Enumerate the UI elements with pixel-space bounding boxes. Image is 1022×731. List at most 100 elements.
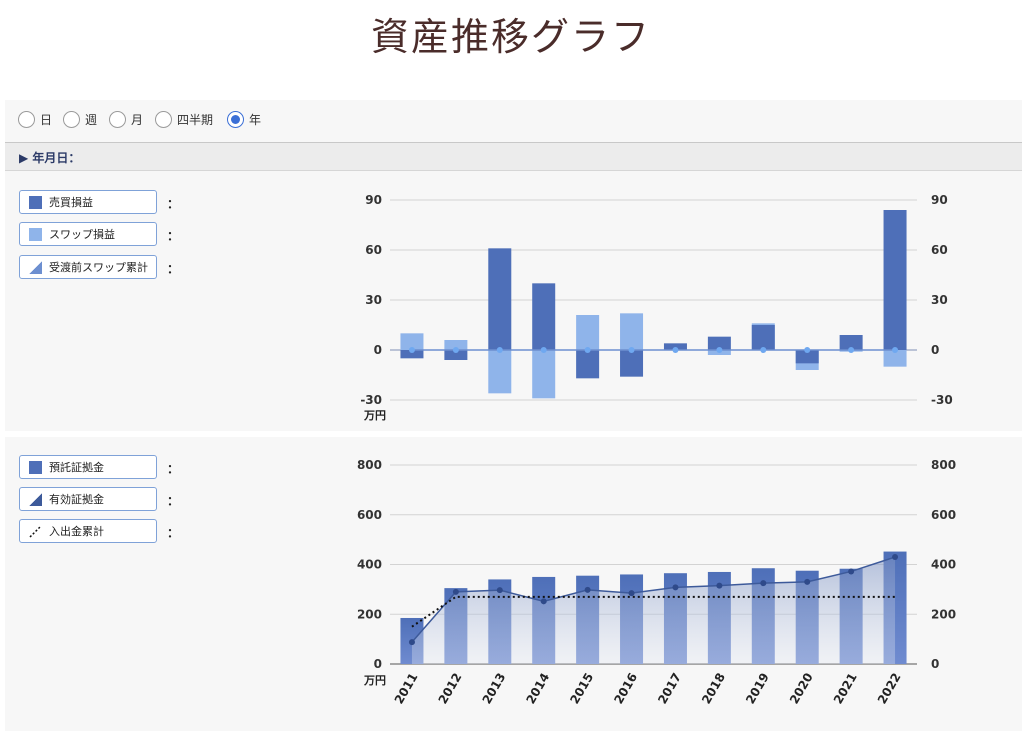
swap-cumulative-point <box>408 347 415 353</box>
y-unit-label: 万円 <box>363 674 386 687</box>
y-tick-left: 400 <box>357 558 382 572</box>
effective-margin-point <box>452 588 459 595</box>
legend-trading-pl-swatch <box>29 195 42 209</box>
margin-chart: 800 800 600 600 400 400 200 200 0 0 万円 2011 2012 2013… <box>357 458 956 707</box>
radio-week[interactable]: 週 <box>63 111 97 128</box>
trading-pl-bar <box>663 343 687 350</box>
legend-deposit-margin-value: ： <box>167 462 180 476</box>
deposit-withdraw-line <box>411 595 896 628</box>
y-unit-label: 万円 <box>363 409 386 422</box>
x-tick-label: 2018 <box>699 671 728 707</box>
margin-chart-panel: 預託証拠金 ： 有効証拠金 ： 入出金累計 ： 800 800 600 600 400 4… <box>5 437 1022 731</box>
effective-margin-point <box>408 639 415 646</box>
page-title: 資産推移グラフ <box>370 15 651 59</box>
legend-swap-cumulative-label: 受渡前スワップ累計 <box>49 261 148 274</box>
y-tick-left: 60 <box>365 243 382 257</box>
legend-swap-pl-swatch <box>29 227 42 241</box>
legend-swap-cumulative[interactable]: 受渡前スワップ累計 <box>19 255 157 279</box>
swap-pl-bar <box>488 350 512 394</box>
legend-effective-margin[interactable]: 有効証拠金 <box>19 487 157 511</box>
radio-year-circle[interactable] <box>227 111 244 128</box>
x-tick-label: 2014 <box>523 671 552 707</box>
x-tick-label: 2020 <box>787 671 816 707</box>
radio-day[interactable]: 日 <box>18 111 52 128</box>
trading-pl-bar <box>707 336 731 350</box>
legend-deposit-withdraw[interactable]: 入出金累計 <box>19 519 157 543</box>
x-tick-label: 2021 <box>831 671 860 707</box>
legend-deposit-margin-swatch <box>29 460 42 474</box>
radio-quarter-label: 四半期 <box>177 113 214 127</box>
y-tick-right: 0 <box>931 657 939 671</box>
radio-month[interactable]: 月 <box>109 111 143 128</box>
y-tick-right: 200 <box>931 607 956 621</box>
legend-trading-pl-label: 売買損益 <box>49 196 93 209</box>
x-tick-label: 2022 <box>875 671 904 707</box>
y-tick-right: 30 <box>931 293 948 307</box>
radio-year-label: 年 <box>249 113 262 127</box>
date-label: ▶ 年月日： <box>19 151 81 165</box>
x-tick-label: 2012 <box>436 671 465 707</box>
swap-pl-bar <box>400 333 424 350</box>
effective-margin-point <box>672 584 679 591</box>
y-tick-left: 0 <box>374 343 382 357</box>
trading-pl-bar <box>839 335 863 350</box>
effective-margin-point <box>628 590 635 597</box>
swap-cumulative-point <box>892 347 899 353</box>
x-tick-label: 2013 <box>480 671 509 707</box>
swap-cumulative-point <box>496 347 503 353</box>
trading-pl-bar <box>488 248 512 350</box>
legend-deposit-withdraw-swatch <box>29 524 42 538</box>
legend-deposit-withdraw-label: 入出金累計 <box>49 525 104 538</box>
swap-pl-bar <box>883 350 907 367</box>
legend-effective-margin-swatch <box>29 492 42 506</box>
effective-margin-point <box>540 598 547 605</box>
legend-swap-pl-label: スワップ損益 <box>49 228 115 241</box>
radio-week-circle[interactable] <box>63 111 80 128</box>
radio-week-label: 週 <box>85 113 98 127</box>
y-tick-left: 200 <box>357 607 382 621</box>
legend-trading-pl[interactable]: 売買損益 <box>19 190 157 214</box>
effective-margin-point <box>804 578 811 585</box>
swap-cumulative-point <box>540 347 547 353</box>
legend-swap-cumulative-swatch <box>29 260 42 274</box>
x-tick-label: 2019 <box>743 671 772 707</box>
y-tick-right: 60 <box>931 243 948 257</box>
swap-cumulative-point <box>716 347 723 353</box>
legend-swap-pl[interactable]: スワップ損益 <box>19 222 157 246</box>
y-tick-right: 800 <box>931 458 956 472</box>
legend-swap-cumulative-value: ： <box>167 262 180 276</box>
trading-pl-bar <box>620 350 644 377</box>
effective-margin-point <box>892 554 899 561</box>
effective-margin-point <box>496 587 503 594</box>
y-tick-right: 400 <box>931 558 956 572</box>
swap-cumulative-point <box>672 347 679 353</box>
swap-pl-bar <box>576 315 600 350</box>
swap-cumulative-point <box>452 347 459 353</box>
x-tick-label: 2016 <box>611 671 640 707</box>
effective-margin-point <box>584 586 591 593</box>
y-tick-right: 90 <box>931 193 948 207</box>
radio-quarter-circle[interactable] <box>155 111 172 128</box>
y-tick-left: 30 <box>365 293 382 307</box>
x-tick-label: 2017 <box>655 671 684 707</box>
y-tick-right: -30 <box>931 393 953 407</box>
effective-margin-area <box>411 557 896 664</box>
radio-month-circle[interactable] <box>109 111 126 128</box>
effective-margin-point <box>760 580 767 587</box>
trading-pl-bar <box>532 283 556 350</box>
x-tick-label: 2011 <box>392 671 421 707</box>
y-tick-left: -30 <box>360 393 382 407</box>
y-tick-right: 0 <box>931 343 939 357</box>
y-tick-right: 600 <box>931 508 956 522</box>
effective-margin-point <box>716 582 723 589</box>
y-tick-left: 0 <box>374 657 382 671</box>
legend-swap-pl-value: ： <box>167 229 180 243</box>
radio-year[interactable]: 年 <box>227 111 261 128</box>
radio-day-label: 日 <box>40 113 53 127</box>
radio-quarter[interactable]: 四半期 <box>155 111 213 128</box>
x-tick-label: 2015 <box>567 671 596 707</box>
radio-day-circle[interactable] <box>18 111 35 128</box>
legend-deposit-margin[interactable]: 預託証拠金 <box>19 455 157 479</box>
trading-pl-bar <box>400 350 424 359</box>
y-tick-left: 800 <box>357 458 382 472</box>
